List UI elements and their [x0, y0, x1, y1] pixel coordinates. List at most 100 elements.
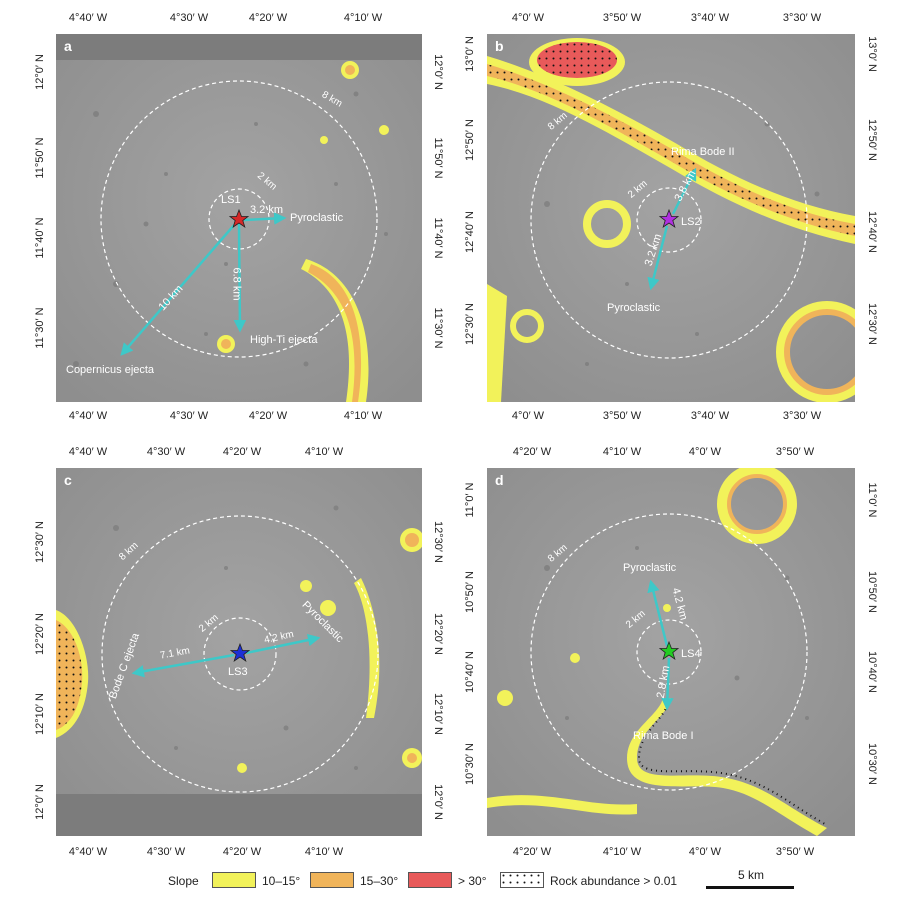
tick-label: 4°0′ W [688, 846, 722, 858]
tick-label: 12°0′ N [34, 54, 46, 90]
tick-label: 4°10′ W [343, 410, 383, 422]
tick-label: 4°40′ W [68, 410, 108, 422]
map-image-d [487, 468, 855, 836]
tick-label: 12°30′ N [34, 521, 46, 563]
tick-label: 10°30′ N [464, 743, 476, 785]
tick-label: 4°40′ W [68, 846, 108, 858]
tick-label: 3°50′ W [602, 12, 642, 24]
tick-label: 12°50′ N [866, 119, 878, 161]
feature-label: Pyroclastic [607, 302, 661, 314]
panel-letter: d [495, 472, 504, 488]
tick-label: 10°50′ N [866, 571, 878, 613]
tick-label: 3°30′ W [782, 12, 822, 24]
feature-label: Rima Bode II [671, 146, 735, 158]
tick-label: 12°40′ N [866, 211, 878, 253]
tick-label: 11°40′ N [432, 217, 444, 259]
feature-label: Copernicus ejecta [66, 364, 155, 376]
tick-label: 12°20′ N [432, 613, 444, 655]
tick-label: 4°10′ W [602, 846, 642, 858]
tick-label: 4°30′ W [169, 410, 209, 422]
tick-label: 11°0′ N [866, 482, 878, 518]
tick-label: 13°0′ N [464, 36, 476, 72]
map-panel-b: b LS2 2 km 8 km 3.8 km 3.2 km Rima Bode … [487, 34, 855, 402]
tick-label: 10°50′ N [464, 571, 476, 613]
panel-letter: b [495, 38, 504, 54]
tick-label: 4°30′ W [146, 846, 186, 858]
panel-letter: a [64, 38, 72, 54]
legend-label: 10–15° [262, 874, 301, 888]
tick-label: 4°10′ W [602, 446, 642, 458]
tick-label: 12°0′ N [432, 54, 444, 90]
tick-label: 12°20′ N [34, 613, 46, 655]
map-image-a [56, 34, 422, 402]
tick-label: 4°20′ W [222, 446, 262, 458]
legend: Slope 10–15° 15–30° > 30° Rock abundance… [0, 868, 906, 896]
tick-label: 10°40′ N [464, 651, 476, 693]
legend-label: Rock abundance > 0.01 [550, 874, 678, 888]
site-marker-c [229, 642, 251, 662]
map-panel-a: a LS1 2 km 8 km 3.2 km 6.8 km 10 km Pyro… [56, 34, 422, 402]
tick-label: 12°10′ N [432, 693, 444, 735]
site-marker-b [658, 208, 680, 228]
scale-bar [706, 886, 794, 889]
tick-label: 3°30′ W [782, 410, 822, 422]
arrow-distance-label: 3.2 km [250, 204, 284, 216]
tick-label: 4°10′ W [304, 846, 344, 858]
tick-label: 4°20′ W [512, 446, 552, 458]
legend-swatch-slope-low [212, 872, 256, 888]
map-panel-c: c LS3 2 km 8 km 7.1 km 4.2 km Bode C eje… [56, 468, 422, 836]
tick-label: 4°10′ W [304, 446, 344, 458]
site-label: LS3 [228, 666, 248, 678]
panel-letter: c [64, 472, 72, 488]
map-image-b [487, 34, 855, 402]
site-label: LS1 [221, 194, 241, 206]
tick-label: 4°0′ W [688, 446, 722, 458]
tick-label: 11°50′ N [432, 137, 444, 179]
legend-label: > 30° [458, 874, 487, 888]
feature-label: Pyroclastic [290, 212, 344, 224]
site-label: LS4 [681, 648, 701, 660]
site-marker-d [658, 640, 680, 660]
legend-title: Slope [168, 874, 199, 888]
tick-label: 4°30′ W [169, 12, 209, 24]
tick-label: 10°30′ N [866, 743, 878, 785]
feature-label: Pyroclastic [623, 562, 677, 574]
tick-label: 3°50′ W [775, 846, 815, 858]
tick-label: 11°0′ N [464, 482, 476, 518]
tick-label: 3°50′ W [602, 410, 642, 422]
tick-label: 10°40′ N [866, 651, 878, 693]
site-label: LS2 [681, 216, 701, 228]
tick-label: 4°20′ W [222, 846, 262, 858]
tick-label: 11°30′ N [432, 307, 444, 349]
site-marker-a [228, 208, 250, 228]
tick-label: 11°40′ N [34, 217, 46, 259]
scale-bar-label: 5 km [738, 868, 765, 882]
tick-label: 3°40′ W [690, 12, 730, 24]
tick-label: 3°40′ W [690, 410, 730, 422]
feature-label: High-Ti ejecta [250, 334, 318, 346]
tick-label: 4°20′ W [248, 12, 288, 24]
tick-label: 4°40′ W [68, 446, 108, 458]
tick-label: 12°0′ N [34, 784, 46, 820]
tick-label: 12°10′ N [34, 693, 46, 735]
tick-label: 4°20′ W [248, 410, 288, 422]
legend-swatch-rock [500, 872, 544, 888]
tick-label: 13°0′ N [866, 36, 878, 72]
arrow-distance-label: 6.8 km [230, 267, 243, 301]
tick-label: 4°30′ W [146, 446, 186, 458]
tick-label: 4°10′ W [343, 12, 383, 24]
tick-label: 12°0′ N [432, 784, 444, 820]
map-image-c [56, 468, 422, 836]
feature-label: Rima Bode I [633, 730, 694, 742]
legend-swatch-slope-high [408, 872, 452, 888]
tick-label: 12°30′ N [866, 303, 878, 345]
tick-label: 4°40′ W [68, 12, 108, 24]
tick-label: 12°30′ N [464, 303, 476, 345]
legend-swatch-slope-mid [310, 872, 354, 888]
tick-label: 4°20′ W [512, 846, 552, 858]
tick-label: 4°0′ W [511, 410, 545, 422]
tick-label: 12°30′ N [432, 521, 444, 563]
tick-label: 12°50′ N [464, 119, 476, 161]
tick-label: 4°0′ W [511, 12, 545, 24]
legend-label: 15–30° [360, 874, 399, 888]
